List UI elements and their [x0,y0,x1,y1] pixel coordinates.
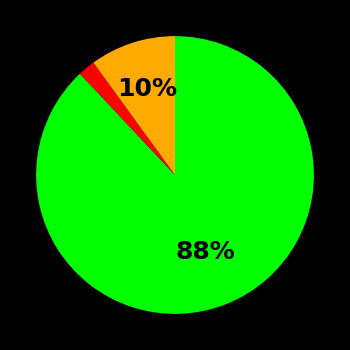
Wedge shape [80,63,175,175]
Wedge shape [93,36,175,175]
Text: 88%: 88% [176,240,236,265]
Wedge shape [36,36,314,314]
Text: 10%: 10% [117,77,177,101]
